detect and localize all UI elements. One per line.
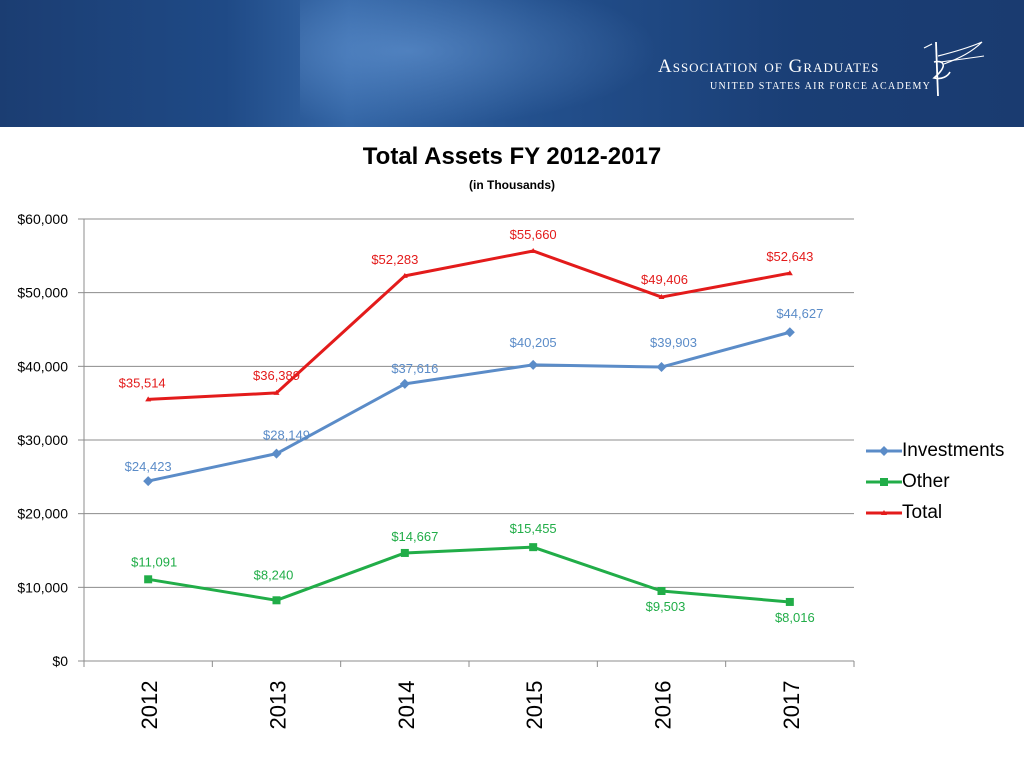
legend-label-total: Total — [902, 502, 943, 523]
legend-label-other: Other — [902, 471, 950, 492]
legend-item-total: Total — [866, 502, 1016, 533]
data-point-investments — [656, 362, 667, 373]
data-point-total — [145, 396, 152, 402]
y-tick-label: $10,000 — [17, 579, 68, 595]
data-label-investments: $40,205 — [510, 335, 557, 350]
data-label-other: $15,455 — [510, 521, 557, 536]
falcon-emblem-icon — [923, 41, 985, 97]
data-point-other — [400, 548, 409, 557]
x-tick-label: 2013 — [266, 681, 291, 730]
legend-swatch-total — [866, 510, 902, 515]
chart-title: Total Assets FY 2012-2017 — [362, 143, 662, 170]
data-label-other: $14,667 — [391, 529, 438, 544]
data-label-total: $55,660 — [510, 227, 557, 242]
y-tick-label: $50,000 — [17, 285, 68, 301]
legend: Investments Other Total — [866, 440, 1016, 533]
series-layer — [143, 247, 795, 606]
x-tick-label: 2014 — [394, 681, 419, 730]
data-point-investments — [271, 448, 282, 459]
series-line-investments — [147, 330, 791, 483]
label-layer: $24,423 $28,149 $37,616 $40,205 $39,903 $44,6… — [119, 227, 824, 625]
header-banner: Association of Graduates UNITED STATES A… — [0, 0, 1024, 127]
data-point-investments — [143, 476, 154, 487]
x-tick-label: 2017 — [779, 681, 804, 730]
data-point-investments — [528, 359, 539, 370]
data-label-total: $52,283 — [371, 252, 418, 267]
data-point-other — [657, 586, 666, 595]
data-point-total — [401, 272, 408, 278]
legend-label-investments: Investments — [902, 440, 1005, 461]
org-name: Association of Graduates — [658, 56, 880, 77]
legend-swatch-investments — [866, 446, 902, 456]
data-label-total: $35,514 — [119, 375, 166, 390]
y-tick-label: $60,000 — [17, 211, 68, 227]
data-point-total — [273, 389, 280, 395]
data-point-investments — [784, 327, 795, 338]
data-label-total: $36,389 — [253, 368, 300, 383]
x-tick-label: 2012 — [137, 681, 162, 730]
org-subtitle: UNITED STATES AIR FORCE ACADEMY — [710, 81, 932, 92]
y-tick-label: $30,000 — [17, 432, 68, 448]
data-point-total — [530, 247, 537, 253]
data-label-total: $49,406 — [641, 272, 688, 287]
y-tick-label: $20,000 — [17, 506, 68, 522]
y-tick-label: $40,000 — [17, 358, 68, 374]
data-point-total — [658, 294, 665, 300]
x-tick-label: 2016 — [651, 681, 676, 730]
data-label-other: $8,016 — [775, 610, 815, 625]
legend-item-other: Other — [866, 471, 1016, 502]
data-point-other — [529, 543, 538, 552]
series-line-other — [147, 545, 790, 604]
data-label-other: $9,503 — [646, 599, 686, 614]
data-label-investments: $28,149 — [263, 428, 310, 443]
data-point-investments — [399, 378, 410, 389]
data-point-other — [785, 597, 794, 606]
data-point-other — [144, 575, 153, 584]
data-label-other: $8,240 — [254, 567, 294, 582]
data-point-total — [786, 270, 793, 276]
header-glow — [300, 0, 660, 127]
data-point-other — [272, 596, 281, 605]
data-label-investments: $39,903 — [650, 335, 697, 350]
data-label-other: $11,091 — [131, 554, 177, 569]
data-label-investments: $37,616 — [391, 361, 438, 376]
chart-subtitle: (in Thousands) — [469, 178, 555, 192]
series-line-total — [148, 249, 791, 401]
legend-item-investments: Investments — [866, 440, 1016, 471]
data-label-investments: $44,627 — [776, 306, 823, 321]
data-label-total: $52,643 — [766, 249, 813, 264]
data-label-investments: $24,423 — [125, 459, 172, 474]
grid-layer: $0 $10,000 $20,000 $30,000 $40,000 $50,000 $60… — [17, 211, 855, 730]
org-logo: Association of Graduates UNITED STATES A… — [658, 41, 1018, 106]
y-tick-label: $0 — [52, 653, 68, 669]
x-tick-label: 2015 — [522, 681, 547, 730]
legend-swatch-other — [866, 478, 902, 486]
